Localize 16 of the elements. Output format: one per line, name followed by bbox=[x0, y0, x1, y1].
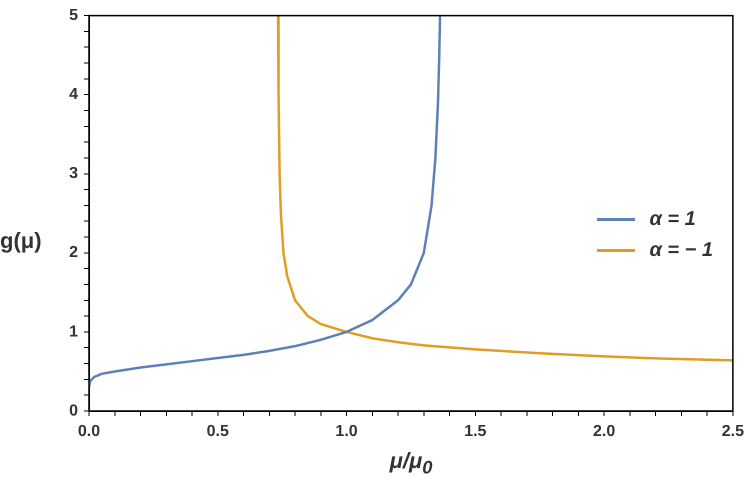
y-tick-label: 3 bbox=[69, 165, 78, 182]
y-tick-label: 2 bbox=[69, 244, 78, 262]
y-tick-label: 5 bbox=[69, 7, 78, 24]
x-tick-label: 2.5 bbox=[722, 423, 744, 440]
y-tick-label: 1 bbox=[69, 323, 78, 340]
x-tick-label: 2.0 bbox=[592, 423, 616, 440]
y-axis-title: g(μ) bbox=[0, 228, 42, 254]
x-tick-label: 0.0 bbox=[78, 423, 100, 440]
y-tick-label: 4 bbox=[69, 86, 78, 104]
x-tick-label: 1.0 bbox=[335, 423, 358, 440]
y-tick-label: 0 bbox=[69, 402, 78, 420]
x-axis-title: μ/μ$_{0}$ bbox=[388, 448, 434, 478]
x-tick-label: 0.5 bbox=[206, 423, 229, 440]
x-tick-label: 1.5 bbox=[464, 423, 487, 440]
legend-label: α = 1 bbox=[649, 208, 696, 231]
legend-label: α = − 1 bbox=[649, 239, 713, 262]
